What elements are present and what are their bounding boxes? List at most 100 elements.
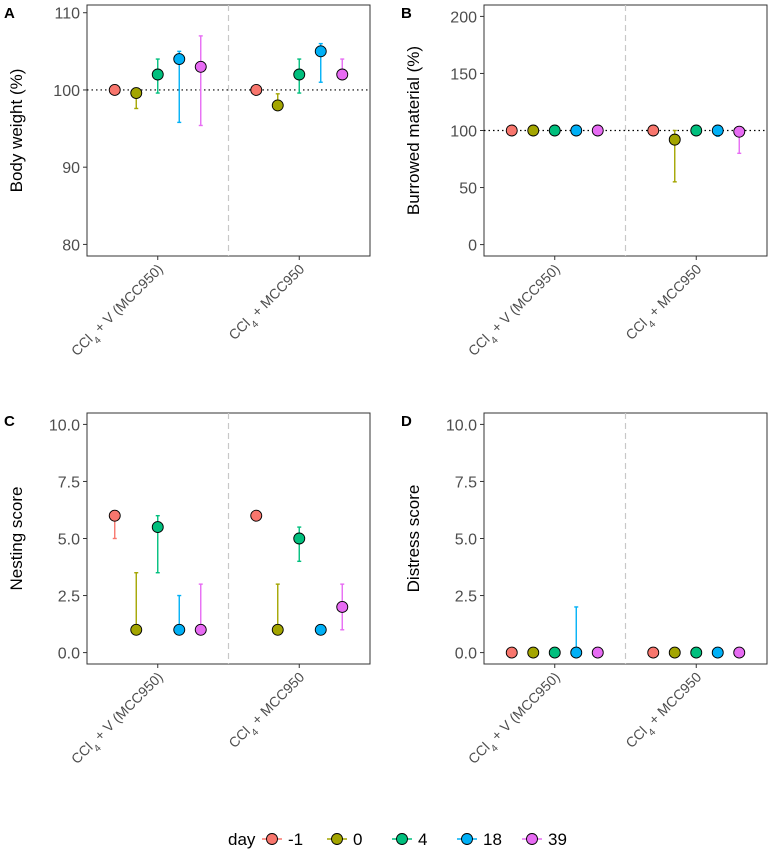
data-point bbox=[130, 623, 143, 636]
legend-label: 39 bbox=[548, 830, 567, 849]
data-point bbox=[570, 124, 583, 137]
y-tick-label: 50 bbox=[459, 181, 477, 198]
y-tick-label: 2.5 bbox=[58, 589, 80, 606]
panel-label: B bbox=[401, 5, 412, 22]
legend-key-point bbox=[396, 833, 408, 845]
y-tick-label: 150 bbox=[450, 66, 477, 83]
x-tick-label-main: CCl bbox=[622, 315, 650, 343]
data-point bbox=[173, 623, 186, 636]
data-point bbox=[548, 124, 561, 137]
legend-item: 39 bbox=[522, 830, 567, 849]
x-tick-label-rest: + MCC950 bbox=[246, 669, 308, 731]
x-tick-label-main: CCl bbox=[465, 739, 493, 767]
legend-item: 18 bbox=[457, 830, 502, 849]
data-point bbox=[591, 124, 604, 137]
x-tick-label: CCl4 + V (MCC950) bbox=[68, 261, 170, 363]
y-tick-label: 0 bbox=[468, 238, 477, 255]
x-tick-label-rest: + MCC950 bbox=[246, 261, 308, 323]
data-point bbox=[250, 84, 263, 96]
legend-item: 0 bbox=[327, 830, 362, 849]
data-point bbox=[151, 521, 164, 534]
data-point bbox=[733, 646, 746, 659]
data-point bbox=[505, 124, 518, 137]
x-tick-label-main: CCl bbox=[68, 739, 96, 767]
error-bar bbox=[198, 35, 203, 127]
data-point bbox=[194, 623, 207, 636]
data-point bbox=[527, 124, 540, 137]
error-bar bbox=[198, 583, 203, 630]
data-point bbox=[151, 68, 164, 81]
x-tick-label: CCl4 + MCC950 bbox=[622, 669, 708, 755]
data-point bbox=[690, 124, 703, 137]
x-tick-label-main: CCl bbox=[68, 331, 96, 359]
legend-label: 0 bbox=[353, 830, 362, 849]
data-point bbox=[173, 53, 186, 66]
data-point bbox=[711, 646, 724, 659]
x-tick-label: CCl4 + MCC950 bbox=[225, 669, 311, 755]
y-tick-label: 5.0 bbox=[58, 532, 80, 549]
legend-key-point bbox=[266, 833, 278, 845]
y-axis-title: Burrowed material (%) bbox=[404, 46, 423, 215]
y-tick-label: 0.0 bbox=[58, 646, 80, 663]
error-bar bbox=[134, 572, 139, 630]
legend: day -1 0 4 18 39 bbox=[228, 830, 567, 849]
data-point bbox=[108, 84, 121, 96]
legend-key-point bbox=[461, 833, 473, 845]
legend-title: day bbox=[228, 830, 256, 849]
data-point bbox=[108, 509, 121, 522]
data-point bbox=[690, 646, 703, 659]
data-point bbox=[570, 646, 583, 659]
panel-label: A bbox=[4, 5, 15, 22]
panel-d: D Distress score 0.0 2.5 5.0 7.5 10.0 CCl4 + V … bbox=[401, 412, 768, 771]
data-point bbox=[505, 646, 518, 659]
x-tick-label: CCl4 + MCC950 bbox=[225, 261, 311, 347]
data-point bbox=[711, 124, 724, 137]
data-point bbox=[293, 532, 306, 545]
panel-b: B Burrowed material (%) 0 50 100 150 200 CCl4 +… bbox=[401, 4, 768, 359]
x-tick-label-rest: + V (MCC950) bbox=[88, 261, 166, 339]
y-tick-label: 7.5 bbox=[455, 474, 477, 491]
x-tick-label: CCl4 + V (MCC950) bbox=[465, 669, 567, 771]
panel-label: D bbox=[401, 413, 412, 430]
y-tick-label: 90 bbox=[62, 160, 80, 177]
data-point bbox=[271, 623, 284, 636]
panel-a: A Body weight (%) 80 90 100 110 CCl4 + V (MCC9… bbox=[4, 4, 371, 363]
y-tick-label: 80 bbox=[62, 237, 80, 254]
y-tick-label: 10.0 bbox=[446, 417, 477, 434]
legend-key-point bbox=[331, 833, 343, 845]
legend-label: 18 bbox=[483, 830, 502, 849]
data-point bbox=[647, 646, 660, 659]
y-tick-label: 7.5 bbox=[58, 474, 80, 491]
x-tick-label-rest: + MCC950 bbox=[643, 261, 705, 323]
data-point bbox=[314, 45, 327, 58]
data-point bbox=[293, 68, 306, 81]
x-tick-label-main: CCl bbox=[225, 315, 253, 343]
error-bar bbox=[574, 606, 579, 653]
x-tick-label: CCl4 + V (MCC950) bbox=[68, 669, 170, 771]
legend-key-point bbox=[526, 833, 538, 845]
data-point bbox=[733, 125, 746, 138]
data-point bbox=[548, 646, 561, 659]
x-tick-label-rest: + V (MCC950) bbox=[485, 669, 563, 747]
legend-label: -1 bbox=[288, 830, 303, 849]
x-tick-label-main: CCl bbox=[465, 331, 493, 359]
y-axis-title: Body weight (%) bbox=[7, 69, 26, 193]
data-point bbox=[271, 99, 284, 112]
data-point bbox=[668, 646, 681, 659]
legend-item: 4 bbox=[392, 830, 427, 849]
y-tick-label: 0.0 bbox=[455, 646, 477, 663]
y-tick-label: 110 bbox=[54, 6, 80, 23]
data-point bbox=[250, 509, 263, 522]
x-tick-label: CCl4 + MCC950 bbox=[622, 261, 708, 347]
y-tick-label: 2.5 bbox=[455, 589, 477, 606]
data-point bbox=[194, 60, 207, 73]
y-tick-label: 200 bbox=[450, 9, 477, 26]
y-tick-label: 10.0 bbox=[49, 417, 80, 434]
data-point bbox=[336, 601, 349, 613]
legend-item: -1 bbox=[262, 830, 303, 849]
panel-c: C Nesting score 0.0 2.5 5.0 7.5 10.0 CCl4 + V (… bbox=[4, 412, 371, 771]
y-tick-label: 5.0 bbox=[455, 532, 477, 549]
data-point bbox=[527, 646, 540, 659]
y-axis-title: Distress score bbox=[404, 485, 423, 593]
data-point bbox=[314, 623, 327, 636]
